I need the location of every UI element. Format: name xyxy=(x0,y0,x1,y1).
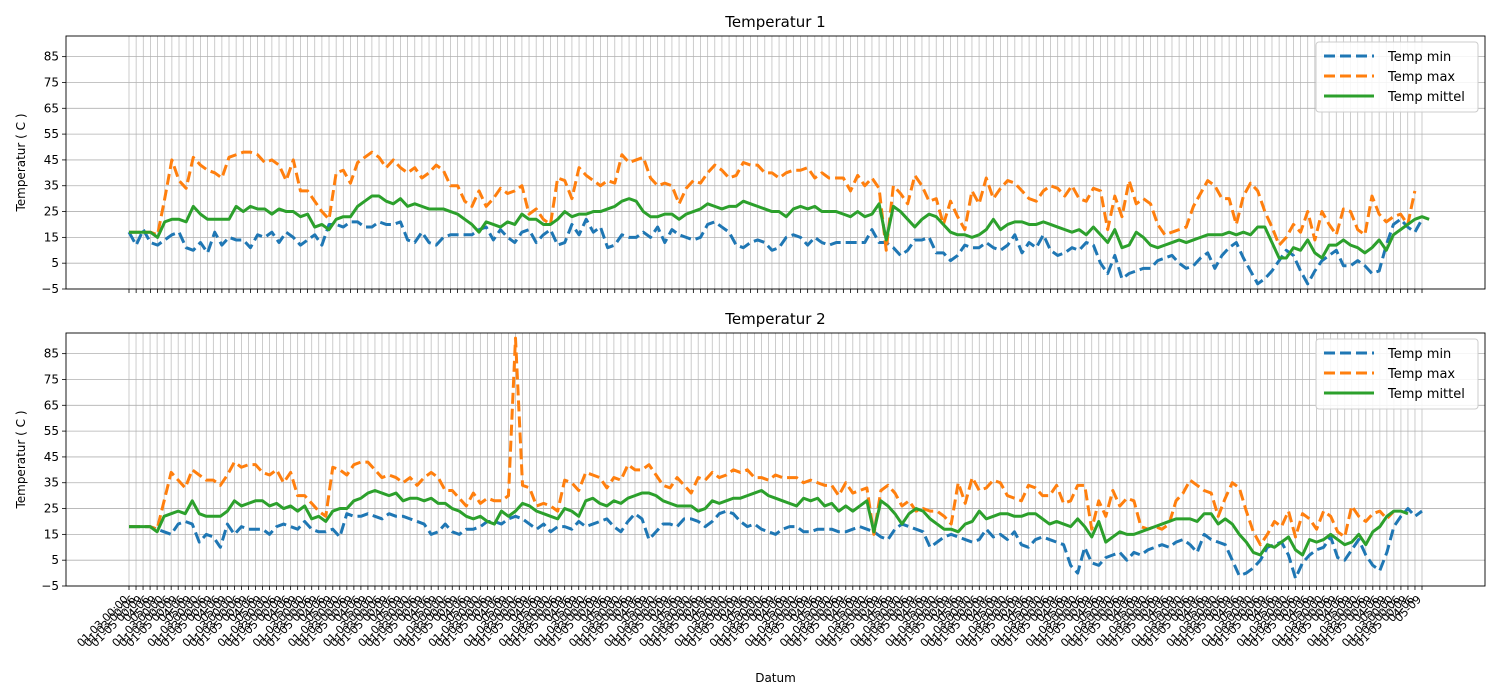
x-grid xyxy=(128,36,1423,289)
y-tick-label: 5 xyxy=(51,256,59,270)
y-tick-label: 75 xyxy=(44,75,59,89)
y-tick-label: 75 xyxy=(44,372,59,386)
series-line-temp-max xyxy=(129,150,1417,252)
chart-title: Temperatur 2 xyxy=(724,310,825,328)
series-line-temp-mittel xyxy=(129,488,1409,557)
legend-label: Temp max xyxy=(1387,367,1455,382)
y-tick-label: −5 xyxy=(41,579,59,593)
y-tick-label: 35 xyxy=(44,179,59,193)
y-tick-label: 65 xyxy=(44,101,59,115)
y-tick-label: 85 xyxy=(44,50,59,64)
plot-frame xyxy=(65,332,1486,587)
x-ticks xyxy=(128,586,1423,590)
y-axis: −5 5 15 25 35 45 55 65 75 85 xyxy=(41,347,1485,593)
y-tick-label: 15 xyxy=(44,230,59,244)
y-tick-label: 65 xyxy=(44,398,59,412)
x-grid xyxy=(128,333,1423,586)
x-axis-label: Datum xyxy=(755,671,796,685)
y-tick-label: −5 xyxy=(41,282,59,296)
series-line-temp-min xyxy=(127,217,1424,286)
legend-label: Temp mittel xyxy=(1387,387,1465,402)
chart-title: Temperatur 1 xyxy=(724,13,825,31)
plot-frame xyxy=(65,35,1486,290)
series-line-temp-max xyxy=(129,336,1396,547)
series-line-temp-mittel xyxy=(129,194,1430,260)
y-tick-label: 55 xyxy=(44,127,59,141)
legend-label: Temp max xyxy=(1387,70,1455,85)
y-tick-label: 55 xyxy=(44,424,59,438)
y-tick-label: 35 xyxy=(44,476,59,490)
y-tick-label: 85 xyxy=(44,347,59,361)
legend-label: Temp min xyxy=(1387,347,1451,362)
y-tick-label: 5 xyxy=(51,553,59,567)
y-axis-label: Temperatur ( C ) xyxy=(14,410,28,509)
series-line-temp-min xyxy=(129,507,1423,580)
legend-label: Temp min xyxy=(1387,50,1451,65)
legend-label: Temp mittel xyxy=(1387,90,1465,105)
chart-panel-1: −5 5 15 25 35 45 55 65 75 85 Temperatur 1 Temperatu… xyxy=(14,13,1486,296)
chart-panel-2: −5 5 15 25 35 45 55 65 75 85 Temperatur 2 Temperatu… xyxy=(14,310,1486,685)
x-ticks xyxy=(128,289,1423,293)
legend: Temp min Temp max Temp mittel xyxy=(1315,338,1479,410)
y-tick-label: 25 xyxy=(44,205,59,219)
y-tick-label: 45 xyxy=(44,153,59,167)
y-tick-label: 25 xyxy=(44,502,59,516)
y-axis-label: Temperatur ( C ) xyxy=(14,113,28,212)
y-tick-label: 15 xyxy=(44,527,59,541)
y-tick-label: 45 xyxy=(44,450,59,464)
legend: Temp min Temp max Temp mittel xyxy=(1315,41,1479,113)
